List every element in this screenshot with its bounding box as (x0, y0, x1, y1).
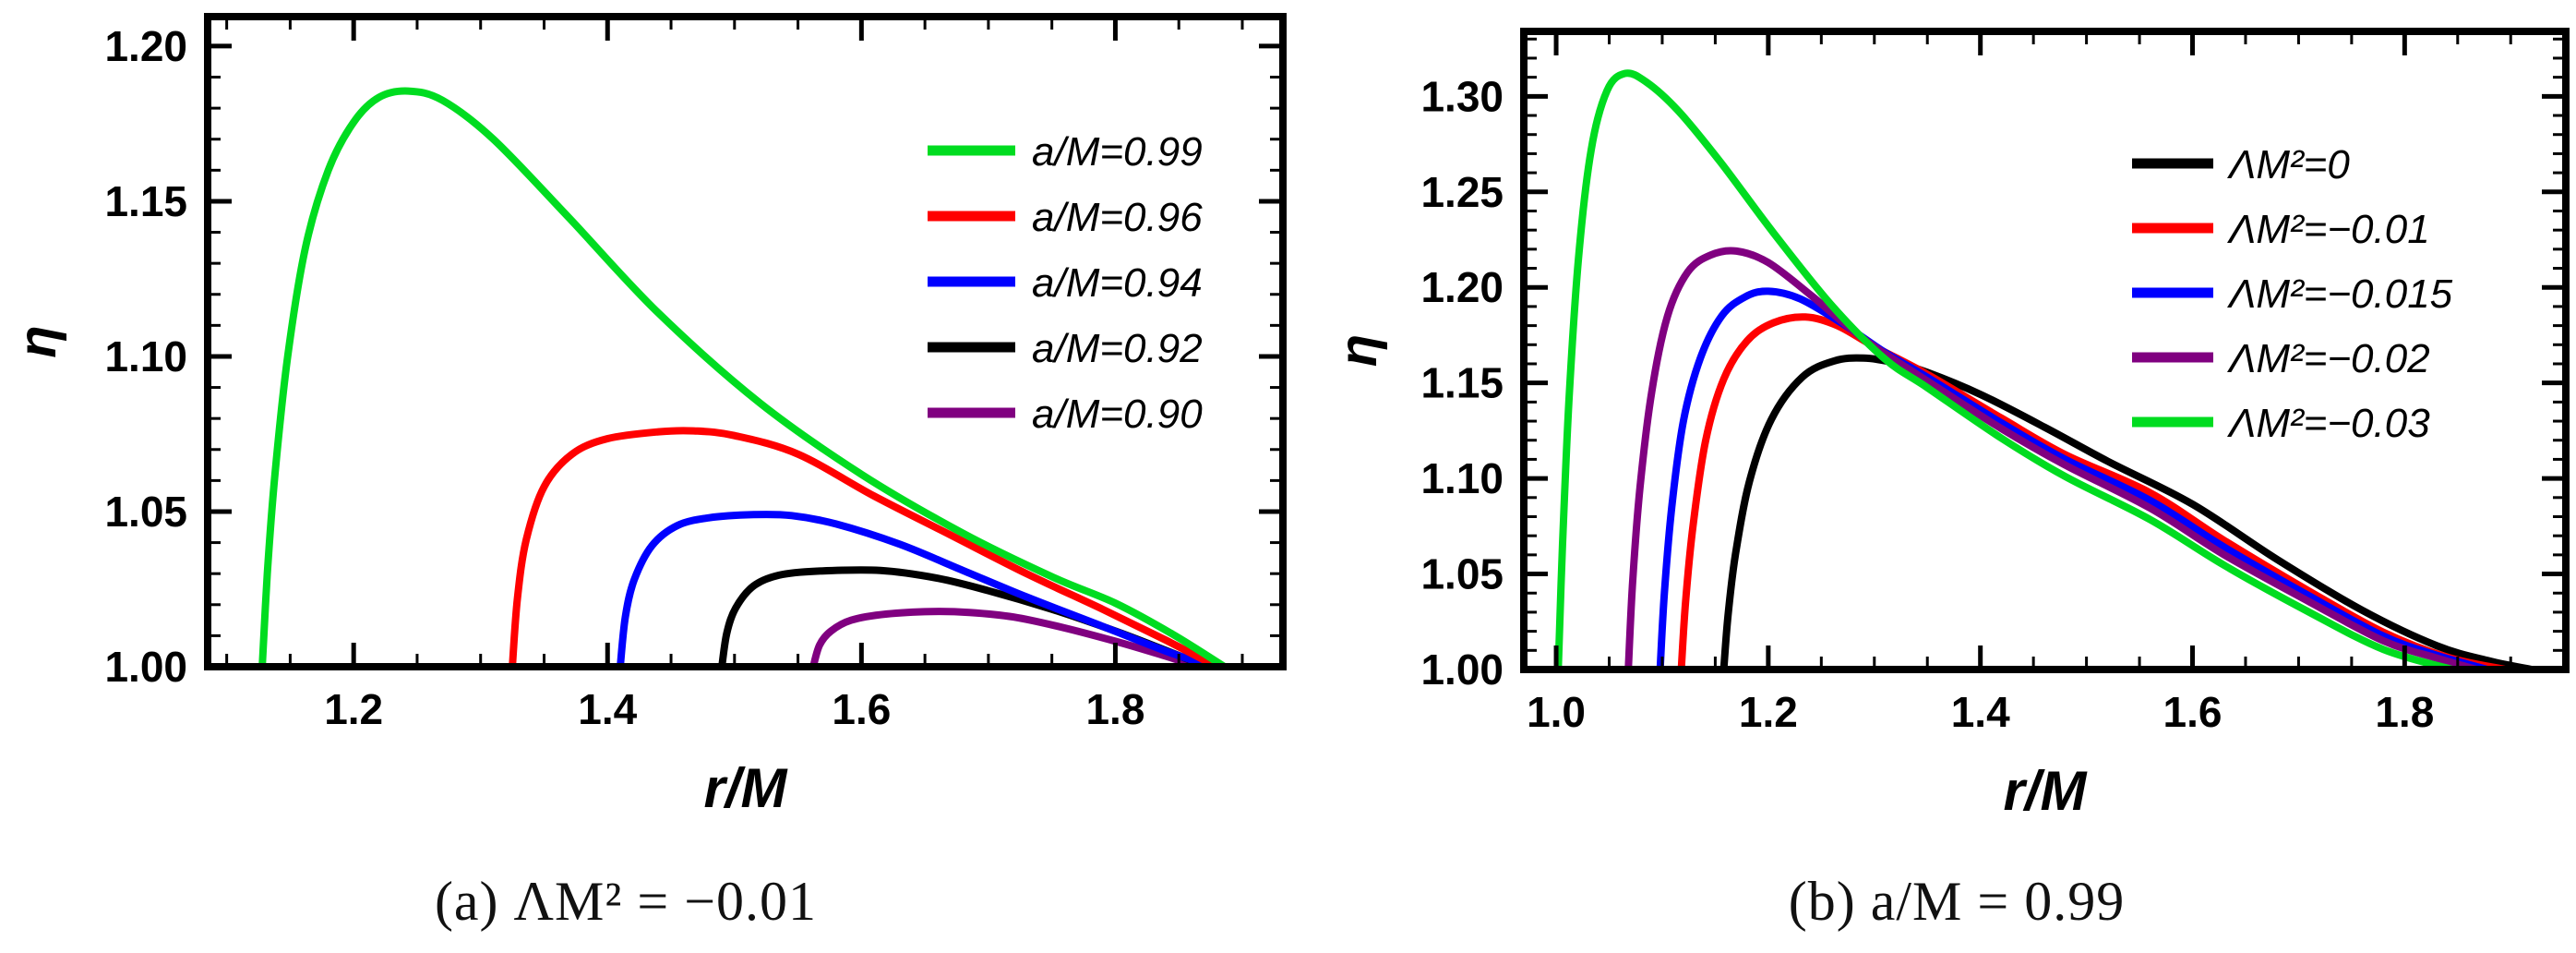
caption-panel-a: (a) ΛM² = −0.01 (434, 871, 818, 932)
y-axis-label-a: η (7, 325, 67, 357)
curve-a-a-M-0.94 (617, 511, 1216, 667)
plot-frame-b (1520, 28, 2570, 673)
curve-a-a-M-0.92 (718, 566, 1211, 667)
legend-b: ΛM²=0 ΛM²=−0.01 ΛM²=−0.015 ΛM²=−0.02 ΛM²=−0.… (2132, 142, 2453, 446)
y-tick-label-a-1.20: 1.20 (104, 22, 187, 70)
x-tick-label-a-1.4: 1.4 (578, 685, 637, 733)
x-tick-label-a-1.8: 1.8 (1085, 685, 1144, 733)
curves-b (1554, 69, 2536, 670)
y-tick-label-b-1.30: 1.30 (1420, 72, 1504, 120)
legend-label-b-M-0.015: ΛM²=−0.015 (2226, 271, 2453, 317)
y-tick-label-b-1.25: 1.25 (1420, 168, 1504, 216)
ticks-a (208, 17, 1283, 670)
y-tick-label-b-1.15: 1.15 (1420, 359, 1504, 407)
curve-a-a-M-0.96 (509, 427, 1221, 667)
legend-label-a-a-M-0.90: a/M=0.90 (1032, 392, 1203, 437)
caption-panel-b: (b) a/M = 0.99 (1788, 871, 2126, 932)
y-tick-label-a-1.10: 1.10 (104, 332, 187, 380)
ticks-b (1524, 31, 2566, 672)
y-tick-label-a-1.00: 1.00 (104, 643, 187, 691)
y-axis-label-b: η (1328, 334, 1388, 367)
x-tick-label-b-1.2: 1.2 (1739, 688, 1798, 736)
plot-frame-a (204, 13, 1287, 670)
legend-label-b-M-0.01: ΛM²=−0.01 (2226, 207, 2430, 252)
plot-panel-b: 1.0 1.2 1.4 1.6 1.8 1.00 1.05 1.10 1.15 1.20 1.25 1… (1328, 28, 2570, 822)
legend-a: a/M=0.99 a/M=0.96 a/M=0.94 a/M=0.92 a/M=0.90 (928, 129, 1203, 437)
x-tick-label-a-1.2: 1.2 (324, 685, 383, 733)
y-tick-label-a-1.15: 1.15 (104, 177, 187, 225)
legend-label-a-a-M-0.99: a/M=0.99 (1032, 129, 1203, 175)
x-tick-label-b-1.6: 1.6 (2163, 688, 2223, 736)
x-tick-label-b-1.4: 1.4 (1951, 688, 2010, 736)
x-tick-label-a-1.6: 1.6 (832, 685, 891, 733)
x-tick-label-b-1.0: 1.0 (1527, 688, 1586, 736)
y-tick-label-b-1.20: 1.20 (1420, 263, 1504, 311)
x-tick-label-b-1.8: 1.8 (2375, 688, 2434, 736)
legend-label-b-M-0.02: ΛM²=−0.02 (2226, 336, 2430, 381)
curves-a (258, 87, 1228, 667)
curve-a-a-M-0.99 (258, 87, 1228, 667)
curve-a-a-M-0.90 (809, 608, 1204, 667)
y-tick-label-b-1.10: 1.10 (1420, 454, 1504, 502)
x-axis-label-b: r/M (2004, 760, 2089, 822)
plot-panel-a: 1.2 1.4 1.6 1.8 1.00 1.05 1.10 1.15 1.20 r/M η a/M=… (7, 13, 1287, 819)
y-tick-label-b-1.00: 1.00 (1420, 645, 1504, 694)
x-axis-label-a: r/M (704, 757, 789, 819)
legend-label-a-a-M-0.94: a/M=0.94 (1032, 260, 1203, 306)
legend-label-b-M-0.03: ΛM²=−0.03 (2226, 401, 2430, 446)
y-tick-label-b-1.05: 1.05 (1420, 550, 1504, 598)
curve-b-M-0.03 (1554, 69, 2456, 670)
curve-b-M-0 (1719, 354, 2536, 670)
y-tick-label-a-1.05: 1.05 (104, 488, 187, 536)
legend-label-a-a-M-0.96: a/M=0.96 (1032, 195, 1203, 240)
legend-label-a-a-M-0.92: a/M=0.92 (1032, 326, 1203, 371)
legend-label-b-M-0: ΛM²=0 (2226, 142, 2350, 187)
